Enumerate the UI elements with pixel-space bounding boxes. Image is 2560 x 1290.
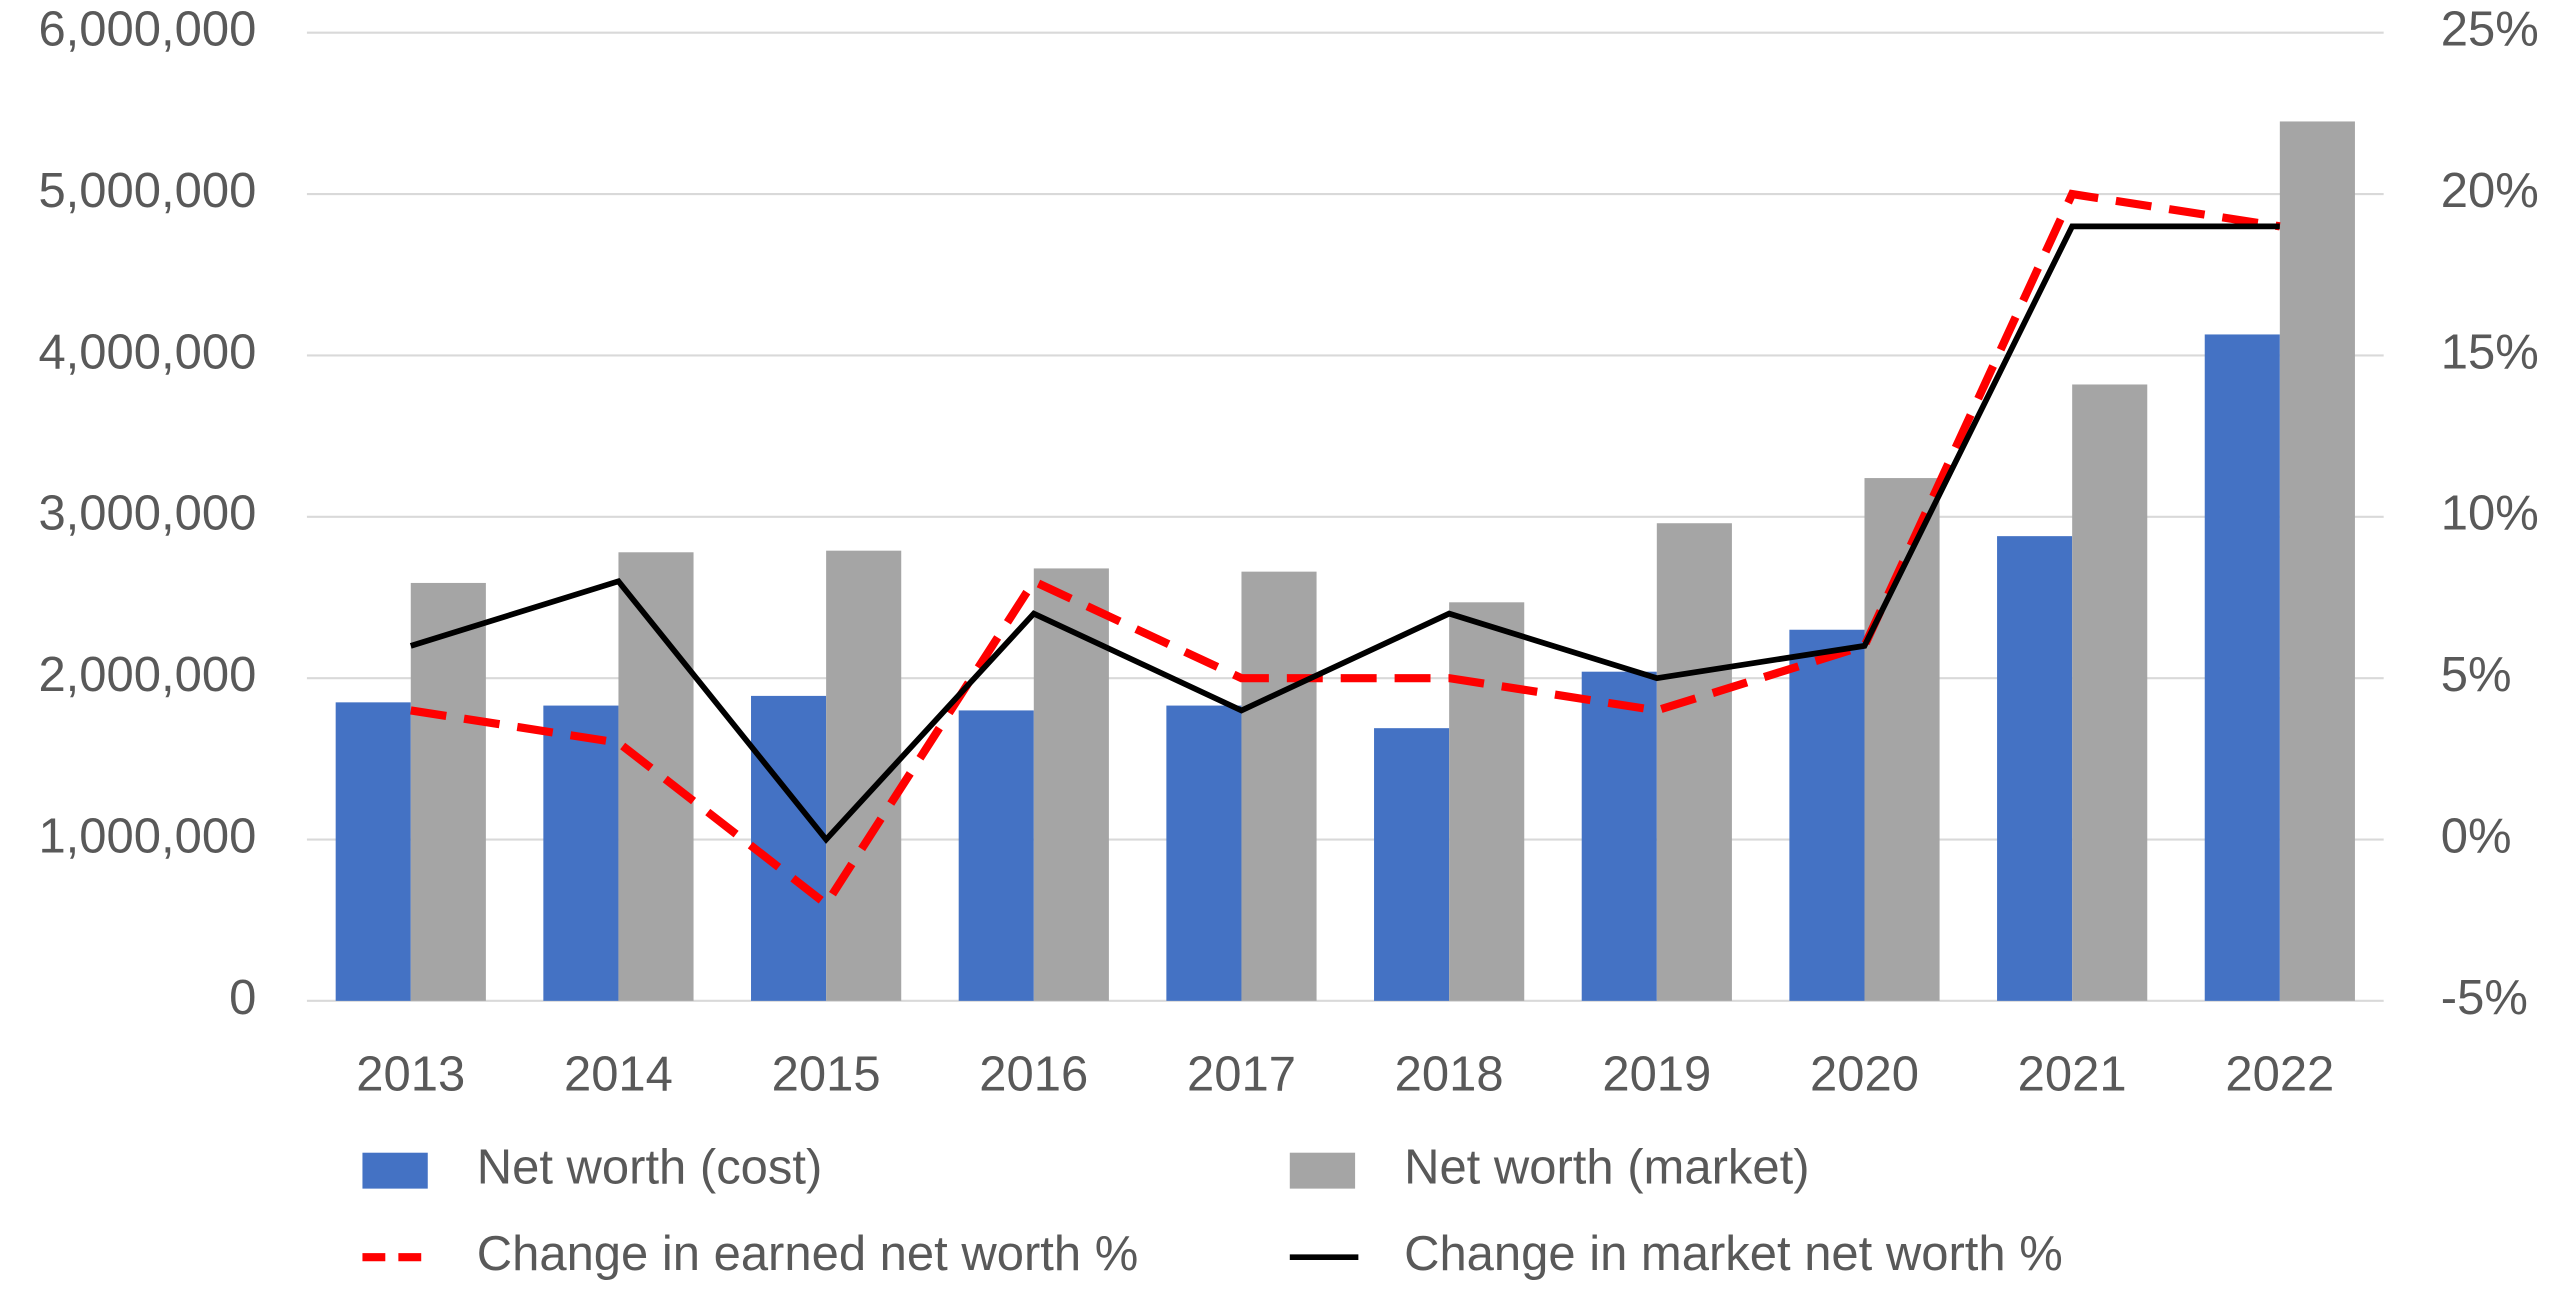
bar — [1864, 478, 1940, 1001]
bar — [2072, 384, 2148, 1001]
bar — [1241, 571, 1317, 1001]
y2-tick-label: -5% — [2441, 971, 2528, 1025]
bar — [543, 705, 619, 1001]
legend-swatch — [1289, 1152, 1356, 1189]
bar — [2204, 334, 2280, 1001]
x-tick-label: 2018 — [1395, 1048, 1504, 1102]
y2-tick-label: 15% — [2441, 325, 2539, 379]
bar — [1789, 629, 1865, 1001]
y-tick-label: 6,000,000 — [38, 3, 256, 57]
y-tick-label: 3,000,000 — [38, 487, 256, 541]
legend-label: Change in market net worth % — [1404, 1227, 2063, 1281]
bar — [1656, 523, 1732, 1001]
bar — [410, 582, 486, 1001]
x-tick-label: 2015 — [772, 1048, 881, 1102]
y-tick-label: 4,000,000 — [38, 325, 256, 379]
x-tick-label: 2019 — [1602, 1048, 1711, 1102]
bar — [751, 695, 827, 1001]
y2-tick-label: 0% — [2441, 809, 2512, 863]
bar — [618, 552, 694, 1001]
y-tick-label: 2,000,000 — [38, 648, 256, 702]
legend-label: Change in earned net worth % — [477, 1227, 1139, 1281]
x-tick-label: 2021 — [2018, 1048, 2127, 1102]
bar — [958, 710, 1034, 1001]
legend-label: Net worth (cost) — [477, 1141, 823, 1195]
x-tick-label: 2020 — [1810, 1048, 1919, 1102]
legend-label: Net worth (market) — [1404, 1141, 1809, 1195]
legend-swatch — [362, 1152, 428, 1189]
line — [410, 189, 2281, 911]
y-tick-label: 1,000,000 — [38, 809, 256, 863]
y-tick-label: 5,000,000 — [38, 164, 256, 218]
y2-tick-label: 10% — [2441, 487, 2539, 541]
x-tick-label: 2016 — [979, 1048, 1088, 1102]
bar — [1581, 671, 1657, 1001]
bar — [1166, 705, 1242, 1001]
bar — [1374, 728, 1450, 1001]
bar — [2279, 121, 2355, 1001]
bar — [1997, 536, 2073, 1001]
bar — [335, 702, 411, 1001]
x-tick-label: 2013 — [356, 1048, 465, 1102]
x-tick-label: 2022 — [2225, 1048, 2334, 1102]
y2-tick-label: 5% — [2441, 648, 2512, 702]
bar — [1449, 602, 1525, 1001]
y2-tick-label: 20% — [2441, 164, 2539, 218]
line — [409, 223, 2280, 844]
bar — [826, 550, 902, 1001]
y-tick-label: 0 — [229, 971, 256, 1025]
y2-tick-label: 25% — [2441, 3, 2539, 57]
x-tick-label: 2014 — [564, 1048, 673, 1102]
x-tick-label: 2017 — [1187, 1048, 1296, 1102]
